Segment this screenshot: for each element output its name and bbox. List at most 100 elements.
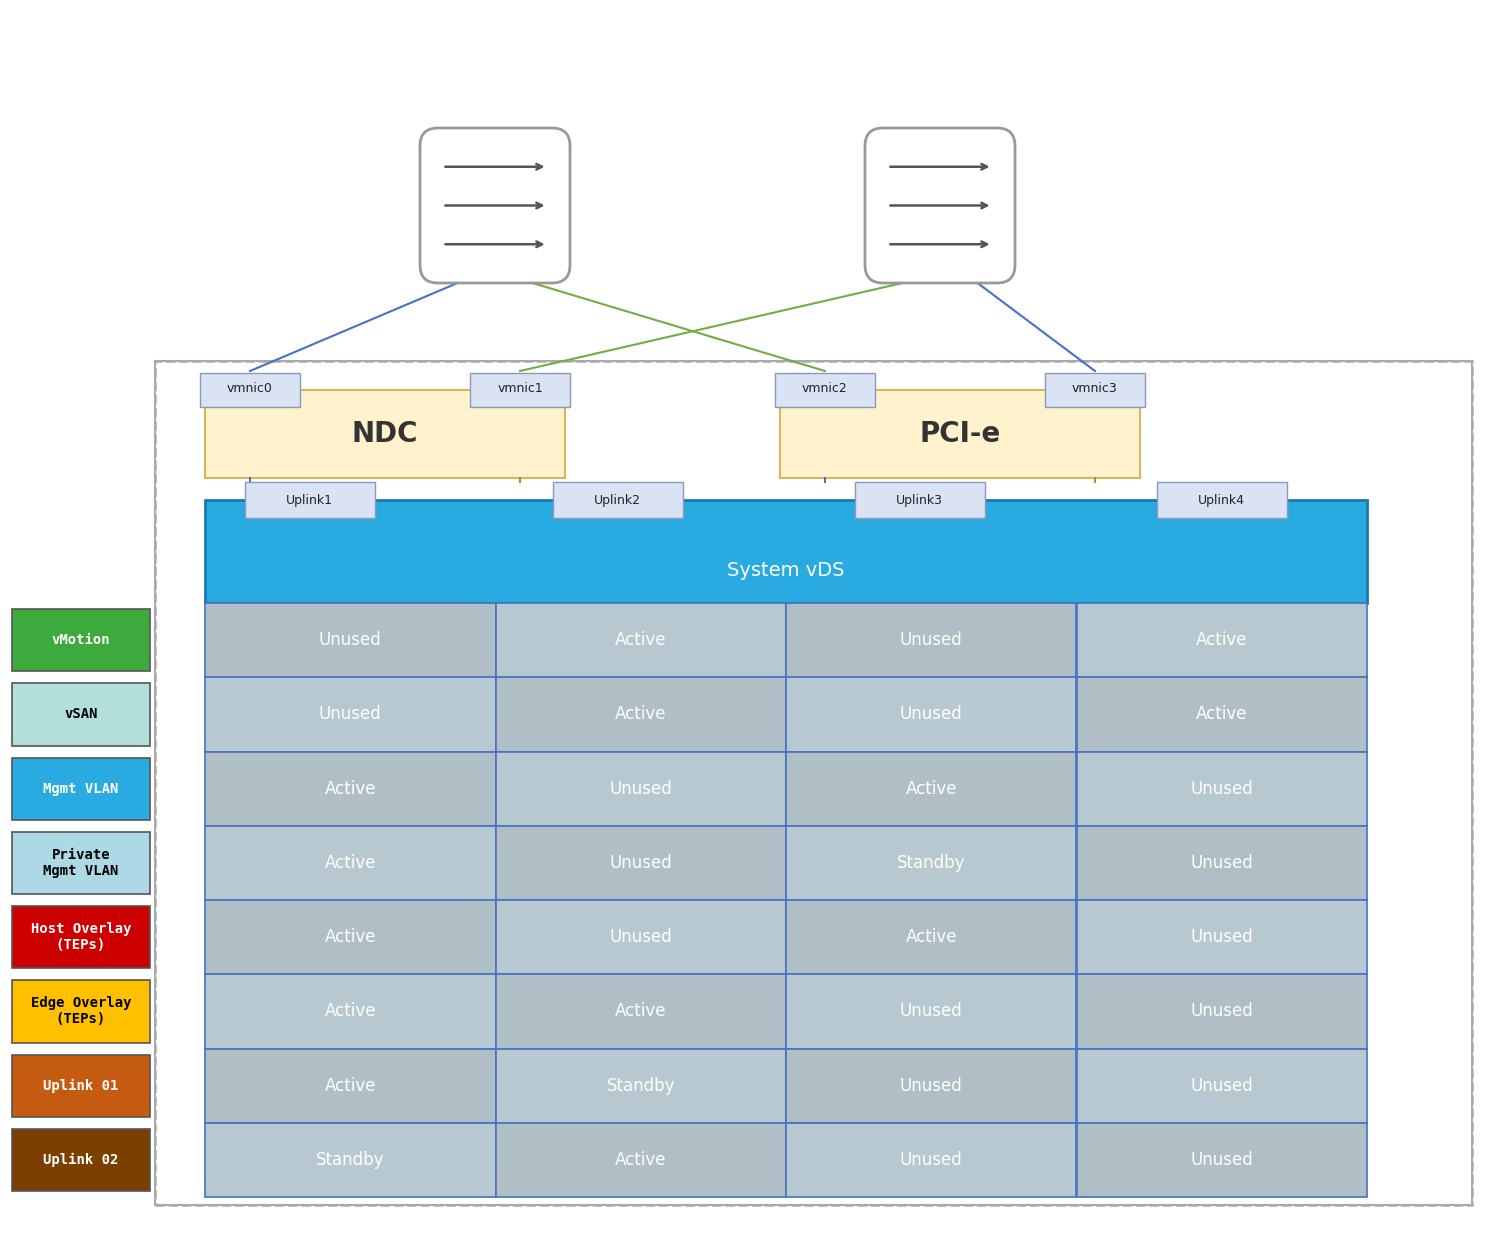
Text: vmnic3: vmnic3: [1072, 381, 1118, 395]
Text: Standby: Standby: [606, 1076, 675, 1095]
FancyBboxPatch shape: [495, 751, 786, 826]
Text: NDC: NDC: [351, 420, 418, 448]
Text: Host Overlay
(TEPs): Host Overlay (TEPs): [30, 922, 132, 952]
FancyBboxPatch shape: [1077, 751, 1366, 826]
FancyBboxPatch shape: [206, 751, 495, 826]
FancyBboxPatch shape: [1077, 603, 1366, 677]
FancyBboxPatch shape: [206, 900, 495, 974]
FancyBboxPatch shape: [12, 906, 150, 968]
Text: Uplink3: Uplink3: [896, 493, 944, 507]
Text: Edge Overlay
(TEPs): Edge Overlay (TEPs): [30, 996, 132, 1027]
FancyBboxPatch shape: [495, 603, 786, 677]
Text: vmnic1: vmnic1: [496, 381, 543, 395]
FancyBboxPatch shape: [206, 974, 495, 1048]
Text: Uplink 01: Uplink 01: [44, 1079, 118, 1092]
FancyBboxPatch shape: [495, 900, 786, 974]
Text: vMotion: vMotion: [51, 633, 111, 647]
Text: Unused: Unused: [900, 1002, 963, 1021]
FancyBboxPatch shape: [1046, 374, 1144, 407]
FancyBboxPatch shape: [12, 980, 150, 1042]
FancyBboxPatch shape: [776, 374, 874, 407]
Text: Active: Active: [1196, 705, 1248, 724]
Text: Mgmt VLAN: Mgmt VLAN: [44, 782, 118, 795]
FancyBboxPatch shape: [1156, 482, 1287, 518]
FancyBboxPatch shape: [470, 374, 570, 407]
FancyBboxPatch shape: [206, 1048, 495, 1123]
Text: Unused: Unused: [900, 631, 963, 649]
FancyBboxPatch shape: [495, 1048, 786, 1123]
Text: Unused: Unused: [1191, 1076, 1252, 1095]
Text: Active: Active: [615, 1150, 666, 1169]
Text: Unused: Unused: [1191, 779, 1252, 798]
FancyBboxPatch shape: [786, 1048, 1077, 1123]
Text: Uplink1: Uplink1: [286, 493, 333, 507]
FancyBboxPatch shape: [786, 677, 1077, 751]
FancyBboxPatch shape: [495, 826, 786, 900]
Text: Unused: Unused: [1191, 928, 1252, 946]
FancyBboxPatch shape: [12, 1128, 150, 1191]
FancyBboxPatch shape: [855, 482, 984, 518]
Text: Uplink 02: Uplink 02: [44, 1153, 118, 1166]
FancyBboxPatch shape: [786, 900, 1077, 974]
FancyBboxPatch shape: [206, 501, 1366, 603]
FancyBboxPatch shape: [552, 482, 682, 518]
FancyBboxPatch shape: [786, 826, 1077, 900]
Text: PCI-e: PCI-e: [920, 420, 1001, 448]
Text: Active: Active: [324, 1076, 376, 1095]
Text: vmnic0: vmnic0: [226, 381, 273, 395]
FancyBboxPatch shape: [865, 128, 1016, 284]
Text: Active: Active: [615, 705, 666, 724]
FancyBboxPatch shape: [206, 826, 495, 900]
FancyBboxPatch shape: [12, 1054, 150, 1117]
Text: vmnic2: vmnic2: [802, 381, 847, 395]
FancyBboxPatch shape: [206, 1123, 495, 1197]
Text: Unused: Unused: [609, 779, 672, 798]
Text: Private
Mgmt VLAN: Private Mgmt VLAN: [44, 848, 118, 878]
FancyBboxPatch shape: [1077, 900, 1366, 974]
FancyBboxPatch shape: [206, 677, 495, 751]
Text: Unused: Unused: [320, 631, 381, 649]
FancyBboxPatch shape: [420, 128, 570, 284]
FancyBboxPatch shape: [1077, 1123, 1366, 1197]
Text: vSAN: vSAN: [64, 708, 98, 721]
Text: Unused: Unused: [609, 928, 672, 946]
Text: System vDS: System vDS: [728, 561, 844, 580]
FancyBboxPatch shape: [786, 751, 1077, 826]
Text: Active: Active: [906, 779, 957, 798]
FancyBboxPatch shape: [12, 609, 150, 671]
FancyBboxPatch shape: [786, 1123, 1077, 1197]
Text: Unused: Unused: [900, 1076, 963, 1095]
FancyBboxPatch shape: [786, 974, 1077, 1048]
Text: Unused: Unused: [609, 854, 672, 872]
FancyBboxPatch shape: [1077, 826, 1366, 900]
Text: Unused: Unused: [1191, 1002, 1252, 1021]
Text: Active: Active: [324, 779, 376, 798]
Text: Unused: Unused: [320, 705, 381, 724]
Text: Active: Active: [615, 1002, 666, 1021]
Text: Standby: Standby: [316, 1150, 384, 1169]
Text: Active: Active: [324, 854, 376, 872]
Text: Uplink4: Uplink4: [1198, 493, 1245, 507]
Text: Unused: Unused: [1191, 1150, 1252, 1169]
FancyBboxPatch shape: [495, 677, 786, 751]
FancyBboxPatch shape: [206, 603, 495, 677]
FancyBboxPatch shape: [12, 757, 150, 820]
FancyBboxPatch shape: [12, 832, 150, 894]
FancyBboxPatch shape: [206, 390, 566, 478]
FancyBboxPatch shape: [244, 482, 375, 518]
FancyBboxPatch shape: [12, 683, 150, 746]
FancyBboxPatch shape: [780, 390, 1140, 478]
Text: Active: Active: [615, 631, 666, 649]
FancyBboxPatch shape: [1077, 677, 1366, 751]
Text: Unused: Unused: [900, 705, 963, 724]
FancyBboxPatch shape: [495, 1123, 786, 1197]
Text: Standby: Standby: [897, 854, 966, 872]
FancyBboxPatch shape: [1077, 1048, 1366, 1123]
Text: Active: Active: [1196, 631, 1248, 649]
Text: Active: Active: [906, 928, 957, 946]
Text: Active: Active: [324, 1002, 376, 1021]
Text: Unused: Unused: [1191, 854, 1252, 872]
FancyBboxPatch shape: [1077, 974, 1366, 1048]
Bar: [154, 361, 1472, 1205]
Text: Active: Active: [324, 928, 376, 946]
